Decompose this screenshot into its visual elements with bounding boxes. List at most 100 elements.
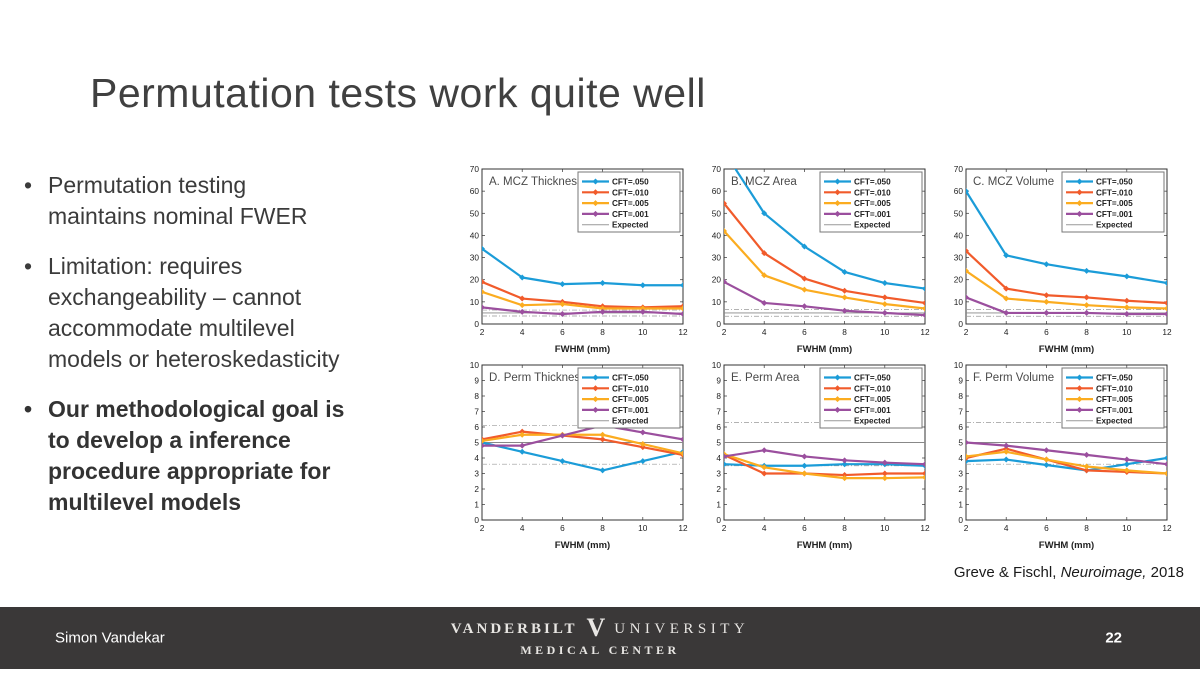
bullet-marker: • (24, 396, 33, 422)
svg-text:C. MCZ Volume: C. MCZ Volume (973, 176, 1054, 188)
figure-panel-grid: 0 10 20 30 40 50 60 70 2 4 6 8 10 12 FWHM (mm) A. MCZ T… (452, 163, 1188, 553)
svg-text:3: 3 (474, 469, 479, 479)
svg-text:2: 2 (474, 484, 479, 494)
citation-year: 2018 (1146, 564, 1184, 581)
logo-word-university: UNIVERSITY (614, 620, 750, 637)
svg-text:10: 10 (880, 523, 890, 533)
bullet-marker: • (24, 172, 33, 198)
bullet-text: Our methodological goal is to develop a … (48, 396, 345, 515)
svg-text:6: 6 (716, 422, 721, 432)
svg-text:8: 8 (600, 523, 605, 533)
svg-text:CFT=.050: CFT=.050 (1096, 178, 1133, 187)
svg-text:10: 10 (954, 297, 964, 307)
chart-panel-e: 0 1 2 3 4 5 6 7 8 9 10 2 4 6 8 10 12 FWHM (mm) E. Perm Are… (694, 359, 932, 553)
svg-text:CFT=.005: CFT=.005 (612, 395, 649, 404)
svg-text:0: 0 (958, 515, 963, 525)
author-name: Simon Vandekar (55, 629, 165, 647)
svg-text:4: 4 (762, 327, 767, 337)
svg-text:2: 2 (964, 327, 969, 337)
chart-panel-c: 0 10 20 30 40 50 60 70 2 4 6 8 10 12 FWHM (mm) C. MCZ V… (936, 163, 1174, 357)
svg-text:B. MCZ Area: B. MCZ Area (731, 176, 797, 188)
svg-text:10: 10 (470, 360, 480, 370)
svg-text:2: 2 (964, 523, 969, 533)
chart-panel-d: 0 1 2 3 4 5 6 7 8 9 10 2 4 6 8 10 12 FWHM (mm) D. Perm Thi… (452, 359, 690, 553)
svg-text:9: 9 (716, 376, 721, 386)
svg-text:F. Perm Volume: F. Perm Volume (973, 372, 1054, 384)
svg-text:20: 20 (470, 275, 480, 285)
svg-text:E. Perm Area: E. Perm Area (731, 372, 800, 384)
svg-text:CFT=.001: CFT=.001 (612, 406, 649, 415)
svg-text:6: 6 (958, 422, 963, 432)
svg-text:10: 10 (1122, 327, 1132, 337)
svg-text:CFT=.050: CFT=.050 (612, 178, 649, 187)
svg-text:FWHM (mm): FWHM (mm) (1039, 344, 1094, 355)
svg-text:3: 3 (716, 469, 721, 479)
svg-text:12: 12 (678, 523, 688, 533)
svg-text:40: 40 (954, 230, 964, 240)
svg-text:6: 6 (802, 327, 807, 337)
logo-word-vanderbilt: VANDERBILT (450, 620, 578, 637)
svg-text:FWHM (mm): FWHM (mm) (797, 344, 852, 355)
bullet-item-1: • Permutation testing maintains nominal F… (24, 170, 472, 232)
svg-text:8: 8 (958, 391, 963, 401)
svg-text:CFT=.010: CFT=.010 (612, 188, 649, 197)
bullet-text: Permutation testing maintains nominal FW… (48, 172, 308, 229)
svg-text:D. Perm Thickness: D. Perm Thickness (489, 372, 586, 384)
svg-text:70: 70 (712, 164, 722, 174)
svg-text:CFT=.005: CFT=.005 (1096, 199, 1133, 208)
svg-text:8: 8 (600, 327, 605, 337)
citation: Greve & Fischl, Neuroimage, 2018 (954, 564, 1184, 581)
svg-text:50: 50 (954, 208, 964, 218)
svg-text:CFT=.001: CFT=.001 (612, 210, 649, 219)
chart-panel-a: 0 10 20 30 40 50 60 70 2 4 6 8 10 12 FWHM (mm) A. MCZ T… (452, 163, 690, 357)
svg-text:1: 1 (958, 500, 963, 510)
svg-text:CFT=.001: CFT=.001 (854, 210, 891, 219)
svg-text:0: 0 (716, 319, 721, 329)
svg-text:7: 7 (716, 407, 721, 417)
vanderbilt-logo: VANDERBILT V UNIVERSITY MEDICAL CENTER (450, 613, 750, 658)
svg-text:40: 40 (712, 230, 722, 240)
svg-text:FWHM (mm): FWHM (mm) (1039, 540, 1094, 551)
svg-text:10: 10 (880, 327, 890, 337)
svg-text:6: 6 (474, 422, 479, 432)
logo-row-1: VANDERBILT V UNIVERSITY (450, 613, 750, 642)
bullet-text: Limitation: requires exchangeability – c… (48, 253, 340, 372)
svg-text:Expected: Expected (854, 417, 890, 426)
svg-text:CFT=.010: CFT=.010 (854, 188, 891, 197)
svg-text:4: 4 (716, 453, 721, 463)
svg-text:1: 1 (474, 500, 479, 510)
svg-text:Expected: Expected (612, 417, 648, 426)
svg-text:10: 10 (638, 327, 648, 337)
svg-text:20: 20 (954, 275, 964, 285)
svg-text:5: 5 (958, 438, 963, 448)
svg-text:2: 2 (716, 484, 721, 494)
vanderbilt-v-icon: V (586, 613, 606, 642)
bullet-item-2: • Limitation: requires exchangeability – … (24, 251, 472, 375)
svg-text:A. MCZ Thickness: A. MCZ Thickness (489, 176, 583, 188)
svg-text:FWHM (mm): FWHM (mm) (797, 540, 852, 551)
page-number: 22 (1105, 629, 1122, 647)
svg-text:10: 10 (638, 523, 648, 533)
svg-text:4: 4 (762, 523, 767, 533)
svg-text:8: 8 (1084, 523, 1089, 533)
svg-text:3: 3 (958, 469, 963, 479)
svg-text:6: 6 (1044, 327, 1049, 337)
svg-text:10: 10 (470, 297, 480, 307)
bullet-marker: • (24, 253, 33, 279)
svg-text:FWHM (mm): FWHM (mm) (555, 540, 610, 551)
svg-text:7: 7 (474, 407, 479, 417)
svg-text:CFT=.050: CFT=.050 (854, 178, 891, 187)
svg-text:2: 2 (480, 523, 485, 533)
svg-text:2: 2 (958, 484, 963, 494)
svg-text:CFT=.005: CFT=.005 (612, 199, 649, 208)
svg-text:0: 0 (716, 515, 721, 525)
svg-text:12: 12 (920, 327, 930, 337)
svg-text:0: 0 (958, 319, 963, 329)
svg-text:30: 30 (954, 253, 964, 263)
svg-text:4: 4 (958, 453, 963, 463)
svg-text:50: 50 (470, 208, 480, 218)
svg-text:6: 6 (1044, 523, 1049, 533)
svg-text:60: 60 (470, 186, 480, 196)
svg-text:CFT=.001: CFT=.001 (1096, 406, 1133, 415)
citation-journal: Neuroimage, (1060, 564, 1147, 581)
